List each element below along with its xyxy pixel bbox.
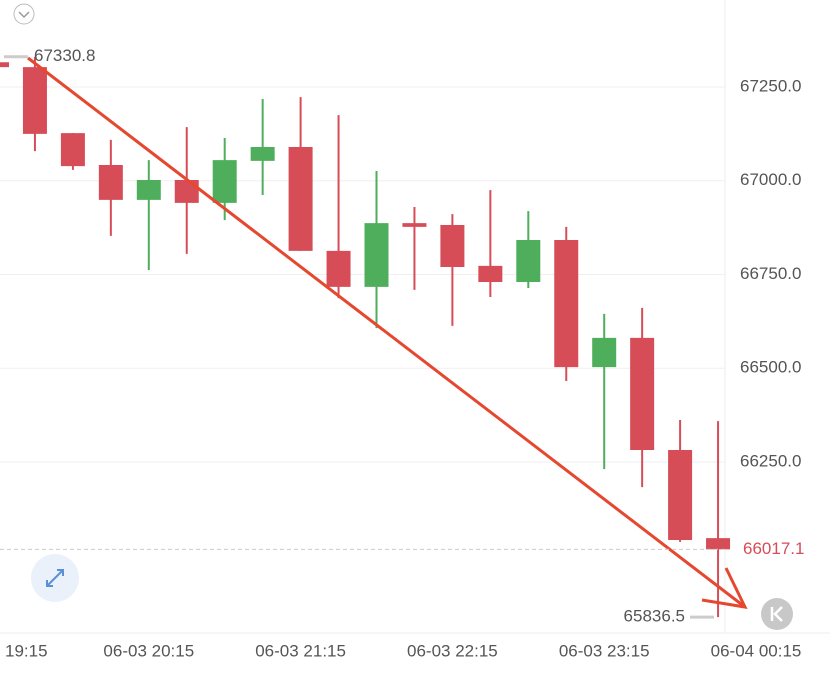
- candle-body: [630, 337, 655, 450]
- candle-body: [668, 450, 693, 540]
- candle-body: [554, 240, 579, 368]
- expand-button[interactable]: [31, 554, 79, 602]
- y-tick-label: 66750.0: [740, 264, 801, 283]
- x-tick-label: 06-03 22:15: [407, 641, 498, 660]
- y-tick-label: 66250.0: [740, 451, 801, 470]
- trend-arrow: [27, 56, 748, 609]
- candle-body: [326, 250, 351, 287]
- x-tick-label: 06-04 00:15: [711, 641, 802, 660]
- candle-body: [212, 160, 237, 203]
- candle-body: [136, 180, 161, 200]
- y-tick-label: 67000.0: [740, 170, 801, 189]
- candle-body: [478, 265, 503, 282]
- candle-body: [516, 240, 541, 282]
- candle-body: [364, 223, 389, 287]
- y-tick-label: 67250.0: [740, 76, 801, 95]
- candle-body: [592, 337, 617, 368]
- high-label: 67330.8: [34, 46, 95, 65]
- collapse-button[interactable]: [13, 3, 35, 25]
- y-tick-label: 66500.0: [740, 358, 801, 377]
- x-tick-label: 06-03 21:15: [255, 641, 346, 660]
- candle-body: [60, 133, 85, 167]
- last-price-box: [736, 536, 816, 563]
- candle-body: [0, 62, 9, 68]
- x-tick-label: 06-03 23:15: [559, 641, 650, 660]
- candle-body: [440, 225, 465, 267]
- plot-area: [0, 56, 731, 618]
- x-tick-label: 06-03 20:15: [103, 641, 194, 660]
- candle-body: [98, 165, 123, 200]
- candle-body: [250, 147, 275, 161]
- candle-body: [174, 180, 199, 203]
- low-label: 65836.5: [624, 607, 685, 626]
- candle-body: [402, 223, 427, 227]
- last-price-label: 66017.1: [743, 539, 804, 558]
- scroll-latest-button[interactable]: [761, 598, 793, 630]
- candle-body: [706, 538, 731, 550]
- candle-body: [288, 147, 313, 251]
- candle-body: [22, 67, 47, 134]
- x-tick-label: 19:15: [5, 641, 48, 660]
